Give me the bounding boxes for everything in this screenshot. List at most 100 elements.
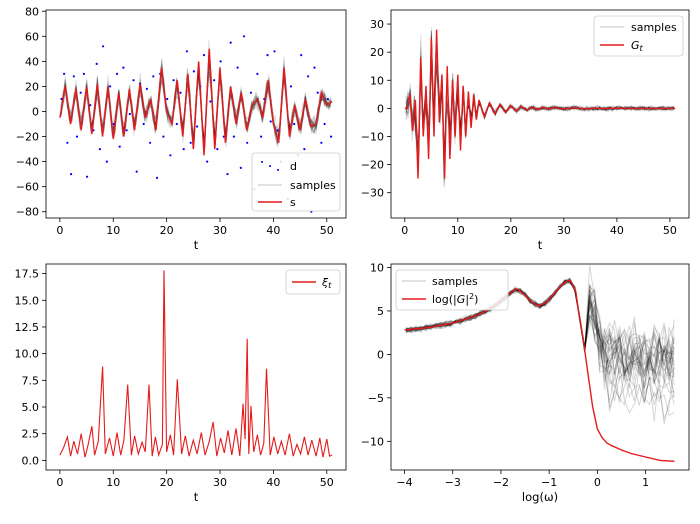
p3-xtick-label: 20 [160, 476, 174, 489]
p1-data-point [249, 91, 253, 94]
p4-sample-line [405, 279, 675, 407]
p1-data-point [66, 141, 69, 144]
p4-legend-label-logG: log(|G|2) [432, 292, 478, 306]
p1-frame [45, 9, 347, 219]
p2-ytick-label: −30 [361, 187, 384, 200]
p3-ytick-label: 7.5 [22, 374, 40, 387]
p1-data-point [70, 173, 73, 176]
p4-ytick-label: 10 [370, 261, 384, 274]
p3-ytick-label: 5.0 [22, 401, 40, 414]
p1-data-point [216, 148, 219, 151]
p1-legend-label-s: s [290, 196, 296, 209]
panel-impulse-response: 0 10 20 30 40 50 −30 −20 −10 0 10 20 30 t samples G… [361, 9, 690, 252]
p2-xtick-label: 10 [451, 224, 465, 237]
p2-x-ticks: 0 10 20 30 40 50 [401, 218, 677, 237]
p1-ytick-label: −40 [16, 156, 39, 169]
p2-gt-line [404, 29, 676, 179]
p4-sample-line [405, 281, 675, 377]
p1-data-point [307, 75, 310, 78]
p4-sample-line [405, 279, 675, 425]
p1-data-point [89, 104, 92, 107]
p1-data-point [169, 154, 172, 157]
p3-xi-line [59, 270, 333, 458]
p1-ytick-label: −20 [16, 131, 39, 144]
p4-xtick-label: 0 [594, 476, 601, 489]
p2-y-ticks: −30 −20 −10 0 10 20 30 [361, 18, 391, 200]
p2-legend-label-gt: Gt [631, 39, 644, 53]
p3-y-ticks: 0.0 2.5 5.0 7.5 10.0 12.5 15.0 17.5 [15, 268, 46, 467]
p1-s-line [59, 48, 333, 156]
p1-data-point [242, 35, 246, 38]
p1-data-point [82, 72, 85, 75]
p1-data-point [79, 91, 82, 94]
p1-data-point [326, 97, 329, 101]
p1-xtick-label: 10 [106, 224, 120, 237]
p1-data-point [189, 141, 192, 144]
p3-legend-label-xi: ξt [321, 276, 332, 290]
p1-data-point [166, 97, 169, 101]
p4-sample-line [405, 279, 675, 386]
p1-data-point [300, 54, 303, 57]
p1-data-point [179, 91, 182, 94]
p3-frame [45, 263, 347, 471]
p4-xtick-label: 1 [642, 476, 649, 489]
p2-xtick-label: 50 [663, 224, 677, 237]
p4-sample-line [405, 278, 675, 374]
p2-ytick-label: −10 [361, 130, 384, 143]
p4-sample-line [405, 277, 675, 390]
p3-ytick-label: 0.0 [22, 454, 40, 467]
p4-ytick-label: −10 [361, 435, 384, 448]
p1-xtick-label: 0 [56, 224, 63, 237]
p1-data-point [182, 148, 185, 151]
p4-x-axis-label: log(ω) [522, 490, 558, 504]
p2-ytick-label: 20 [370, 46, 384, 59]
p1-data-point [196, 125, 199, 128]
p4-xtick-label: −3 [445, 476, 461, 489]
p1-data-point [303, 148, 306, 151]
p2-xtick-label: 0 [401, 224, 408, 237]
p1-data-point [323, 122, 326, 126]
p4-frame [390, 263, 690, 471]
p1-data-point [109, 85, 112, 88]
p1-data-point [260, 135, 263, 138]
p2-ytick-label: 0 [377, 102, 384, 115]
p4-legend: samples log(|G|2) [395, 269, 509, 311]
p1-xtick-label: 50 [320, 224, 334, 237]
p3-ytick-label: 2.5 [22, 428, 40, 441]
p1-data-point [152, 75, 155, 78]
p4-sample-line [405, 280, 675, 383]
p2-legend: samples Gt [593, 15, 684, 57]
p4-sample-line [405, 281, 675, 386]
p1-data-point [155, 176, 159, 179]
p1-data-point [209, 100, 212, 103]
p1-data-point [145, 87, 148, 90]
p2-ytick-label: −20 [361, 159, 384, 172]
p1-data-point [226, 173, 229, 176]
p3-ytick-label: 10.0 [15, 348, 40, 361]
p1-data-point [95, 62, 98, 65]
p1-data-point [219, 60, 222, 63]
p4-xtick-label: −2 [493, 476, 509, 489]
p1-data-point [175, 122, 178, 126]
p1-data-point [118, 145, 121, 148]
p1-xtick-label: 20 [160, 224, 174, 237]
p1-data-point [63, 72, 66, 75]
p1-data-point [213, 79, 216, 82]
p1-ytick-label: 40 [25, 55, 39, 68]
p1-data-point [132, 79, 135, 82]
p1-data-point [246, 141, 249, 144]
p4-xtick-label: −4 [396, 476, 412, 489]
p4-ytick-label: −5 [368, 392, 384, 405]
p3-xtick-label: 10 [106, 476, 120, 489]
p1-data-point [105, 160, 108, 163]
p2-xtick-label: 40 [610, 224, 624, 237]
p1-ytick-label: 60 [25, 30, 39, 43]
p1-legend-label-samples: samples [290, 179, 336, 192]
p3-ytick-label: 12.5 [15, 321, 40, 334]
p1-data-point [142, 122, 145, 126]
p1-data-point [256, 72, 259, 75]
p1-data-point [330, 135, 333, 138]
p1-data-point [135, 170, 138, 173]
p4-x-ticks: −4 −3 −2 −1 0 1 [396, 470, 649, 489]
p4-legend-box [395, 269, 509, 311]
